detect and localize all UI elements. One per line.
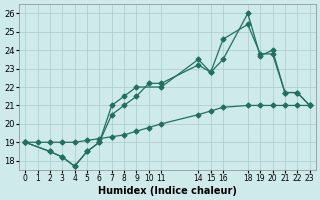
X-axis label: Humidex (Indice chaleur): Humidex (Indice chaleur) (98, 186, 237, 196)
